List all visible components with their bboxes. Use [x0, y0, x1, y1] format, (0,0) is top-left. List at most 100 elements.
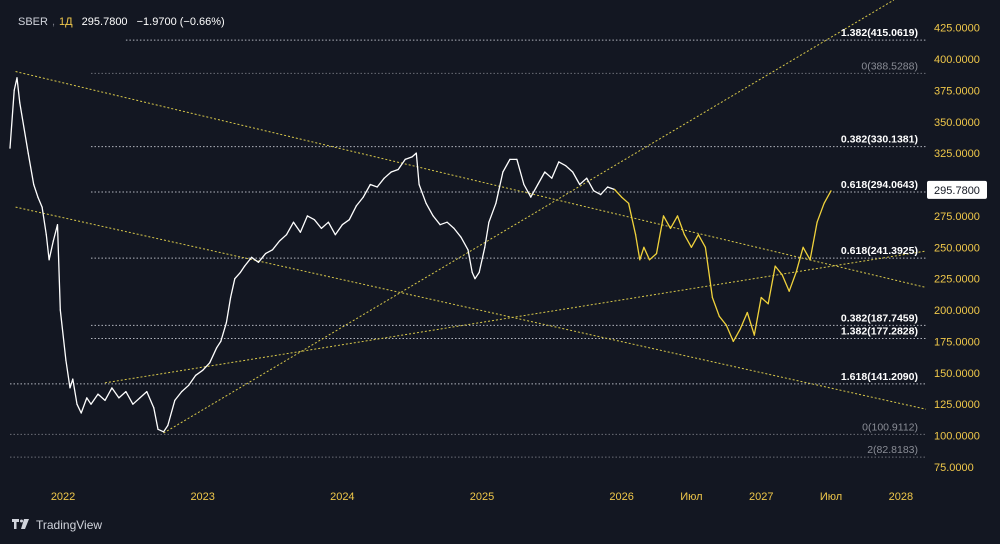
price-point [439, 224, 441, 226]
price-point [313, 219, 315, 221]
projection-point [739, 328, 741, 330]
current-price-tag-layer: 295.7800 [927, 180, 987, 199]
price-point [80, 412, 82, 414]
projection-point [704, 246, 707, 248]
price-point [209, 362, 211, 364]
projection-point [648, 259, 651, 261]
projection-point [711, 296, 714, 299]
trendline [163, 0, 895, 434]
price-point [33, 183, 35, 186]
trendline [15, 71, 927, 288]
x-tick-label: 2026 [609, 491, 633, 503]
x-tick-label: 2028 [889, 491, 913, 503]
price-point [586, 177, 588, 179]
price-point [257, 261, 260, 263]
price-point [230, 296, 232, 299]
price-point [69, 387, 71, 389]
price-point [558, 161, 560, 163]
price-point [537, 183, 539, 186]
y-tick-label: 200.0000 [934, 305, 980, 317]
fib-level-label: 0.618(294.0643) [841, 179, 918, 191]
interval-label[interactable]: 1Д [59, 16, 73, 28]
price-point [320, 227, 322, 229]
price-point [125, 391, 127, 393]
price-point [607, 186, 609, 188]
price-point [579, 183, 581, 186]
price-point [488, 221, 490, 223]
price-point [362, 196, 364, 198]
trendlines-layer [15, 0, 927, 434]
x-tick-label: 2024 [330, 491, 354, 503]
price-point [19, 102, 21, 104]
price-point [225, 322, 227, 324]
y-tick-label: 275.0000 [934, 211, 980, 223]
price-point [355, 205, 357, 207]
symbol-legend[interactable]: SBER, 1Д 295.7800 −1.9700 (−0.66%) [18, 16, 225, 28]
price-point [390, 171, 392, 173]
price-point [104, 399, 106, 401]
x-tick-label: 2022 [51, 491, 75, 503]
projection-point [760, 296, 762, 299]
fib-level-labels-layer: 1.382(415.0619) 0(388.5288) 0.382(330.1381… [841, 27, 918, 456]
projection-point [788, 290, 790, 292]
price-point [509, 158, 511, 160]
price-point [157, 428, 159, 430]
price-series-line [9, 77, 615, 433]
x-tick-label: 2023 [190, 491, 214, 503]
projection-point [690, 246, 693, 248]
projection-point [823, 202, 825, 204]
price-point [478, 271, 480, 273]
price-point [544, 171, 546, 173]
price-point [139, 397, 141, 399]
price-point [418, 183, 420, 186]
fib-level-label: 1.618(141.2090) [841, 371, 918, 383]
last-price: 295.7800 [81, 16, 128, 28]
trendline [104, 250, 927, 384]
price-point [285, 234, 288, 236]
price-point [132, 403, 134, 405]
price-point [369, 183, 371, 186]
price-point [41, 206, 43, 208]
price-point [76, 403, 78, 405]
projection-point [767, 303, 769, 305]
price-point [495, 202, 497, 204]
fib-level-label: 1.382(177.2828) [841, 326, 918, 338]
projection-point [683, 234, 686, 236]
price-point [86, 397, 88, 399]
trendline [15, 206, 927, 410]
price-point [383, 177, 385, 179]
tradingview-brand[interactable]: TradingView [12, 518, 102, 532]
price-point [45, 234, 47, 236]
projection-point [781, 274, 783, 276]
y-tick-label: 400.0000 [934, 54, 980, 66]
price-point [306, 215, 308, 217]
symbol-name[interactable]: SBER [18, 16, 48, 28]
projection-point [816, 221, 818, 223]
y-tick-label: 425.0000 [934, 23, 980, 35]
price-point [593, 190, 595, 192]
price-point [502, 171, 504, 173]
projection-point [753, 334, 755, 336]
x-tick-label: 2027 [749, 491, 773, 503]
projection-point [614, 188, 616, 191]
price-point [97, 393, 99, 395]
current-price-tag-label: 295.7800 [934, 185, 980, 197]
price-point [65, 359, 67, 361]
fib-levels-layer [10, 39, 926, 458]
price-point [432, 215, 434, 217]
price-point [52, 240, 54, 242]
price-point [264, 253, 267, 255]
projection-point [621, 196, 623, 198]
projection-point [655, 253, 658, 255]
price-point [48, 259, 50, 261]
price-point [220, 340, 222, 342]
price-point [56, 224, 59, 226]
price-point [334, 234, 336, 236]
y-tick-label: 250.0000 [934, 242, 980, 254]
y-tick-label: 75.0000 [934, 462, 974, 474]
price-point [278, 240, 281, 242]
price-point [163, 431, 165, 433]
price-point [37, 196, 39, 198]
